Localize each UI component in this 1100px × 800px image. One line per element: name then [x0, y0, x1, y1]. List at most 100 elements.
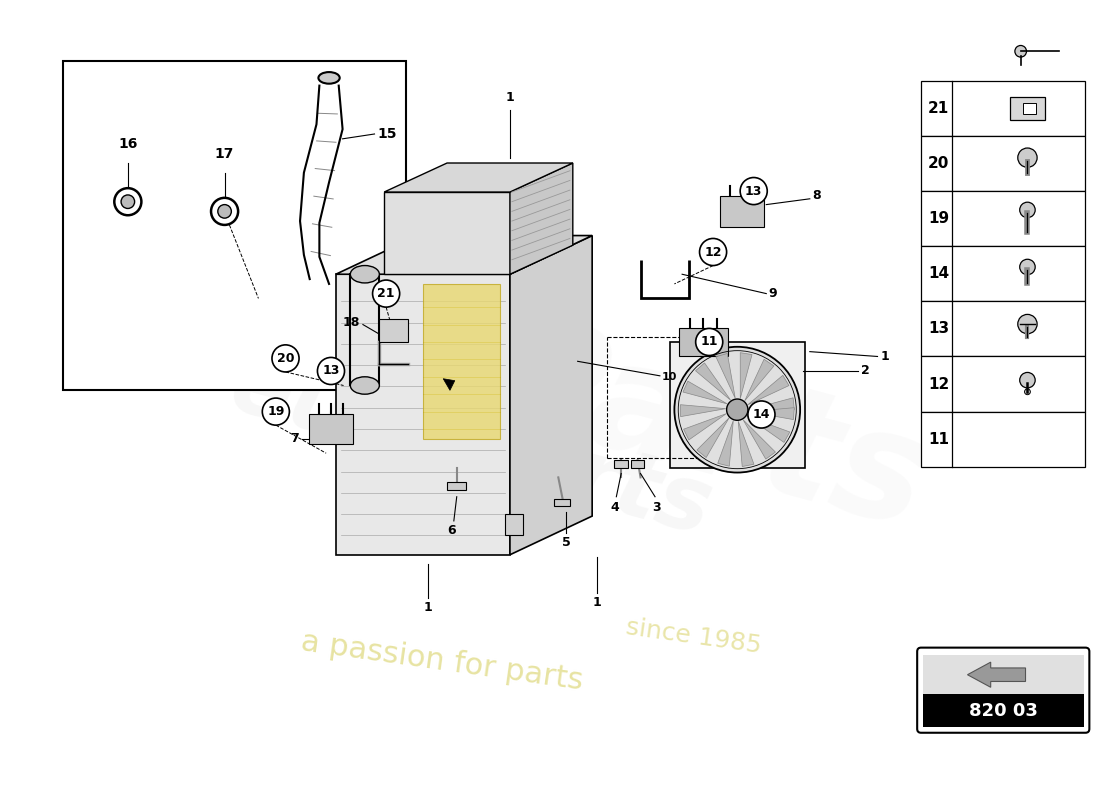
Circle shape: [318, 358, 344, 385]
Text: 13: 13: [322, 365, 340, 378]
Bar: [1023, 102, 1036, 114]
Text: 14: 14: [928, 266, 949, 282]
Polygon shape: [510, 235, 592, 554]
Bar: [921, 136, 1086, 191]
Polygon shape: [510, 163, 573, 274]
Text: euroParts: euroParts: [146, 206, 603, 439]
Text: 9: 9: [768, 287, 777, 300]
Bar: [1010, 97, 1045, 120]
Bar: [923, 694, 1084, 727]
Text: 1: 1: [593, 596, 602, 610]
Text: 19: 19: [267, 405, 285, 418]
Bar: [921, 191, 1086, 246]
Text: 14: 14: [752, 408, 770, 421]
Polygon shape: [738, 422, 754, 466]
Circle shape: [121, 195, 134, 209]
Polygon shape: [716, 354, 735, 398]
Polygon shape: [681, 405, 726, 417]
Polygon shape: [717, 421, 734, 466]
Circle shape: [748, 401, 775, 428]
Circle shape: [272, 345, 299, 372]
Text: 20: 20: [277, 352, 295, 365]
Circle shape: [700, 238, 727, 266]
Text: 1: 1: [424, 602, 432, 614]
Circle shape: [1024, 389, 1031, 394]
Bar: [505, 514, 522, 535]
Text: 18: 18: [342, 316, 360, 329]
Text: 820 03: 820 03: [969, 702, 1037, 719]
Bar: [923, 655, 1084, 694]
Ellipse shape: [318, 72, 340, 84]
Polygon shape: [747, 416, 790, 442]
Circle shape: [695, 329, 723, 355]
Polygon shape: [745, 359, 774, 401]
Polygon shape: [336, 274, 510, 554]
Circle shape: [211, 198, 238, 225]
Text: euroParts: euroParts: [96, 200, 944, 561]
Text: a passion for parts: a passion for parts: [299, 627, 585, 695]
Text: 11: 11: [928, 432, 949, 446]
Text: 8: 8: [813, 190, 822, 202]
Circle shape: [262, 398, 289, 425]
Polygon shape: [683, 381, 727, 404]
Polygon shape: [443, 378, 454, 390]
Text: euroParts: euroParts: [221, 342, 722, 555]
Text: 1: 1: [880, 350, 889, 363]
Text: 12: 12: [927, 377, 949, 391]
Polygon shape: [695, 363, 730, 400]
Circle shape: [1015, 46, 1026, 57]
Ellipse shape: [350, 377, 380, 394]
Polygon shape: [749, 408, 794, 419]
Polygon shape: [749, 398, 794, 410]
Text: 16: 16: [118, 138, 138, 151]
Text: 6: 6: [448, 524, 456, 537]
Bar: [422, 284, 501, 438]
Text: 19: 19: [928, 211, 949, 226]
Polygon shape: [968, 662, 1025, 687]
Text: 11: 11: [701, 335, 718, 349]
Bar: [921, 246, 1086, 302]
Circle shape: [674, 346, 800, 473]
Text: 7: 7: [290, 432, 299, 445]
Polygon shape: [697, 418, 729, 458]
Text: 21: 21: [377, 287, 395, 300]
Circle shape: [114, 188, 142, 215]
Text: 1: 1: [506, 91, 515, 104]
Ellipse shape: [350, 266, 380, 283]
Polygon shape: [744, 420, 775, 459]
Bar: [447, 482, 466, 490]
Circle shape: [727, 399, 748, 420]
Bar: [309, 414, 353, 445]
Circle shape: [1018, 148, 1037, 167]
Text: 21: 21: [927, 101, 949, 116]
Polygon shape: [384, 163, 573, 192]
Text: 5: 5: [562, 536, 571, 550]
Text: 17: 17: [214, 147, 234, 161]
Bar: [379, 318, 408, 342]
Circle shape: [373, 280, 399, 307]
Bar: [615, 460, 628, 468]
Bar: [921, 302, 1086, 357]
Polygon shape: [336, 235, 592, 274]
Text: 20: 20: [927, 156, 949, 171]
Bar: [921, 412, 1086, 466]
Text: 13: 13: [745, 185, 762, 198]
Polygon shape: [384, 192, 510, 274]
Text: 4: 4: [610, 501, 619, 514]
Polygon shape: [748, 375, 789, 405]
Text: 15: 15: [377, 127, 397, 141]
Bar: [921, 81, 1086, 136]
Text: 3: 3: [651, 501, 660, 514]
Circle shape: [218, 205, 231, 218]
Bar: [554, 498, 570, 506]
Circle shape: [1020, 202, 1035, 218]
Polygon shape: [683, 414, 726, 440]
Circle shape: [740, 178, 767, 205]
Bar: [631, 460, 645, 468]
Text: since 1985: since 1985: [625, 616, 763, 658]
Bar: [679, 329, 727, 355]
Text: 12: 12: [704, 246, 722, 258]
Circle shape: [1020, 373, 1035, 388]
Bar: [720, 196, 763, 227]
Text: 13: 13: [928, 322, 949, 337]
